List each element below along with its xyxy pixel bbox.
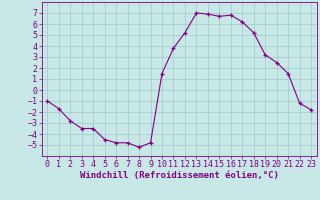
X-axis label: Windchill (Refroidissement éolien,°C): Windchill (Refroidissement éolien,°C): [80, 171, 279, 180]
